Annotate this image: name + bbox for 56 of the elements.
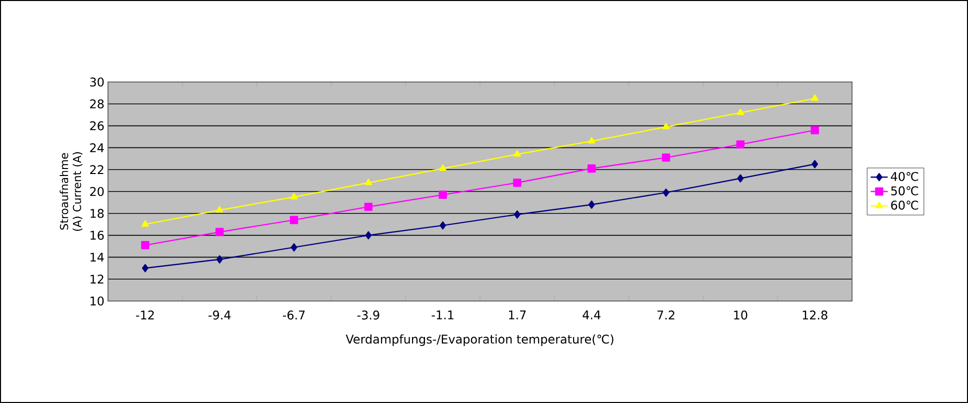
x-tick-label: -6.7 bbox=[282, 310, 305, 320]
point bbox=[141, 241, 150, 250]
x-tick-label: 1.7 bbox=[509, 310, 526, 320]
point bbox=[736, 108, 744, 116]
point bbox=[216, 255, 223, 264]
point bbox=[364, 178, 372, 186]
y-tick-label: 26 bbox=[90, 121, 104, 130]
point bbox=[588, 200, 595, 209]
y-tick-label: 20 bbox=[90, 186, 104, 196]
x-tick-label: 7.2 bbox=[657, 310, 674, 320]
y-tick-label: 12 bbox=[90, 274, 104, 284]
point bbox=[588, 137, 596, 144]
y-tick-label: 16 bbox=[90, 230, 104, 240]
point bbox=[365, 231, 372, 240]
point bbox=[290, 216, 298, 224]
point bbox=[811, 94, 818, 101]
x-axis-title: Verdampfungs-/Evaporation temperature(℃) bbox=[346, 334, 614, 346]
legend-label: 50℃ bbox=[891, 186, 918, 196]
point bbox=[812, 160, 818, 168]
point bbox=[513, 178, 522, 187]
point bbox=[290, 243, 298, 252]
x-tick-label: -9.4 bbox=[208, 310, 231, 320]
point bbox=[514, 210, 520, 219]
x-tick-label: -1.1 bbox=[432, 310, 454, 320]
legend-label: 60℃ bbox=[891, 200, 918, 210]
y-axis-title: Stroaufnahme (A) Current (A) bbox=[60, 152, 82, 231]
x-tick-label: 10 bbox=[734, 310, 748, 320]
point bbox=[514, 150, 521, 157]
y-tick-label: 18 bbox=[90, 208, 104, 218]
point bbox=[438, 190, 447, 199]
point bbox=[142, 264, 148, 272]
point bbox=[662, 122, 670, 130]
y-tick-label: 10 bbox=[90, 296, 104, 306]
point bbox=[662, 188, 670, 197]
x-tick-label: 4.4 bbox=[582, 310, 600, 320]
point bbox=[736, 140, 745, 149]
point bbox=[216, 228, 224, 236]
y-tick-label: 30 bbox=[90, 77, 104, 87]
point bbox=[440, 221, 446, 230]
point bbox=[439, 164, 446, 171]
x-tick-label: -12 bbox=[136, 310, 154, 320]
legend-label: 40℃ bbox=[890, 172, 918, 182]
x-tick-label: -3.9 bbox=[357, 310, 380, 320]
point bbox=[588, 164, 596, 173]
point bbox=[662, 153, 670, 162]
point bbox=[810, 126, 819, 134]
y-tick-label: 28 bbox=[90, 99, 104, 108]
point bbox=[216, 206, 224, 212]
point bbox=[364, 202, 373, 211]
y-tick-label: 22 bbox=[90, 165, 104, 174]
y-tick-label: 24 bbox=[90, 143, 104, 152]
x-tick-label: 12.8 bbox=[802, 310, 828, 320]
y-tick-label: 14 bbox=[90, 252, 104, 262]
point bbox=[290, 192, 298, 200]
point bbox=[737, 174, 744, 182]
point bbox=[142, 220, 149, 227]
